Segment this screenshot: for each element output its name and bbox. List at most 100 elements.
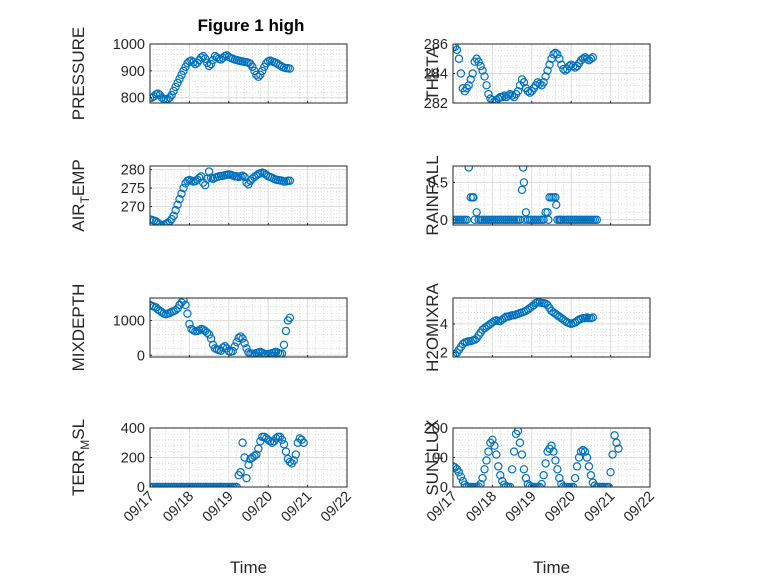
data-point [193, 58, 202, 67]
data-point [234, 333, 243, 343]
data-point [246, 349, 255, 357]
data-point [453, 462, 458, 471]
data-point [507, 465, 517, 474]
data-point [281, 326, 291, 336]
data-point [279, 340, 289, 350]
data-points [453, 44, 598, 103]
data-point [614, 444, 623, 453]
data-point [513, 86, 523, 96]
data-point [271, 434, 281, 443]
y-tick-label: 0 [137, 480, 145, 496]
data-point [462, 482, 471, 487]
data-points [453, 166, 602, 224]
x-tick-label: 09/22 [621, 489, 658, 526]
data-point [238, 438, 247, 447]
data-point [197, 53, 206, 62]
data-point [503, 91, 513, 100]
data-point [500, 91, 509, 100]
data-point [541, 459, 550, 468]
data-point [525, 481, 535, 487]
data-point [519, 465, 529, 474]
data-point [252, 70, 261, 80]
data-point [454, 468, 464, 477]
data-point [279, 440, 289, 449]
y-tick-label: 1000 [113, 37, 145, 53]
data-point [157, 93, 167, 102]
data-point [472, 208, 481, 217]
x-axis-label: Time [533, 558, 570, 577]
data-point [454, 54, 464, 63]
grid [453, 428, 650, 487]
data-point [539, 78, 548, 87]
data-point [167, 90, 176, 100]
data-point [494, 462, 503, 471]
data-point [590, 481, 600, 487]
y-tick-label: 1000 [113, 314, 145, 330]
data-point [198, 51, 208, 61]
data-point [464, 166, 473, 172]
data-point [551, 48, 560, 58]
subplot-pressure: 800 900 1000 PRESSURE [69, 27, 348, 120]
data-point [157, 308, 167, 317]
data-point [291, 450, 300, 459]
data-point [254, 444, 263, 453]
y-axis-label: TERRMSL [69, 419, 92, 496]
data-point [150, 215, 155, 224]
data-point [492, 450, 501, 459]
data-point [553, 465, 562, 474]
data-point [173, 200, 182, 209]
data-point [570, 473, 580, 483]
y-tick-label: 0.5 [428, 175, 448, 191]
y-tick-label: 900 [121, 64, 145, 80]
data-point [281, 447, 291, 456]
data-point [252, 450, 261, 459]
data-point [250, 66, 259, 76]
data-point [453, 351, 458, 357]
data-point [519, 78, 529, 87]
data-point [484, 447, 493, 456]
data-point [464, 81, 473, 90]
data-point [175, 74, 184, 84]
data-point [177, 70, 186, 80]
data-point [238, 171, 247, 180]
data-point [488, 435, 497, 444]
data-point [545, 60, 554, 69]
y-tick-label: 282 [424, 96, 448, 112]
data-point [179, 183, 188, 193]
data-point [185, 319, 194, 329]
data-point [202, 328, 212, 337]
data-point [466, 75, 475, 84]
data-point [476, 61, 485, 71]
data-point [155, 220, 165, 225]
data-point [482, 456, 491, 465]
axes-frame [149, 165, 348, 226]
data-point [539, 215, 548, 224]
data-point [256, 70, 265, 80]
data-point [484, 89, 493, 99]
data-point [582, 453, 592, 462]
data-point [189, 58, 198, 67]
x-tick-label: 09/19 [200, 489, 237, 526]
data-point [580, 447, 590, 456]
data-point [236, 468, 245, 477]
data-point [608, 450, 617, 459]
data-point [559, 482, 568, 487]
data-point [171, 206, 180, 215]
y-axis-label: AIRTEMP [69, 159, 92, 232]
axes-frame [149, 297, 348, 358]
y-tick-label: 0 [137, 348, 145, 364]
data-point [171, 82, 180, 92]
x-tick-label: 09/18 [160, 489, 197, 526]
grid [453, 298, 650, 357]
data-point [456, 69, 466, 78]
data-point [179, 298, 188, 305]
data-point [456, 472, 466, 481]
data-point [552, 200, 561, 210]
data-point [228, 346, 237, 356]
data-point [517, 185, 527, 195]
data-points [150, 167, 295, 225]
y-tick-label: 284 [424, 67, 448, 83]
